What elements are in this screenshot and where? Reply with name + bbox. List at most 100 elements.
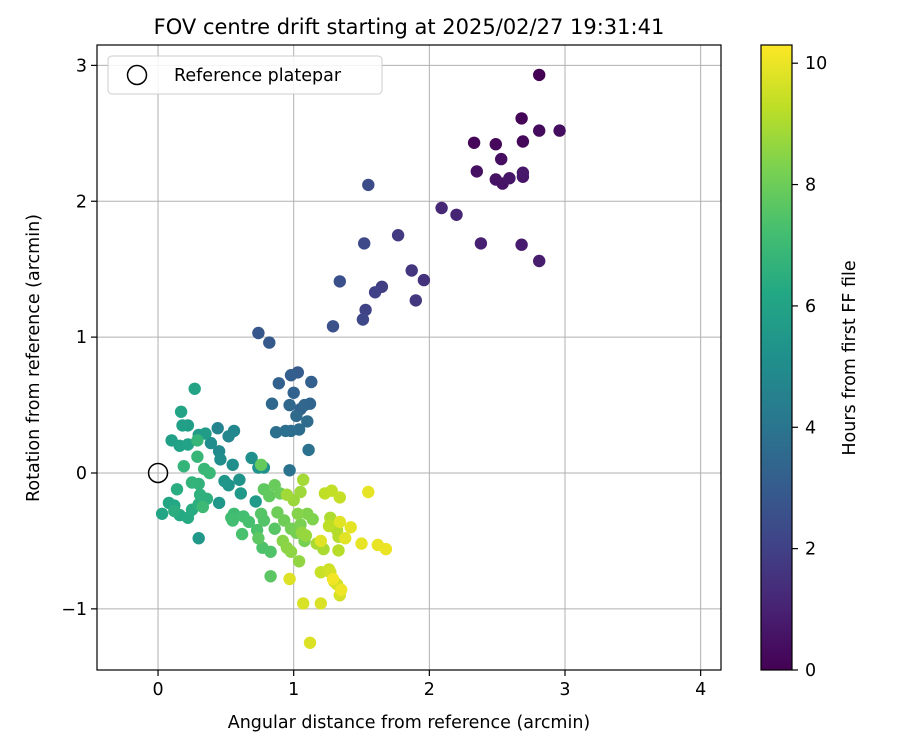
data-point	[533, 254, 546, 268]
y-tick-label: −1	[61, 600, 87, 620]
data-point	[283, 464, 296, 477]
data-point	[284, 545, 298, 558]
data-point	[168, 504, 181, 518]
data-point	[470, 165, 483, 178]
data-point	[332, 544, 345, 557]
data-point	[265, 397, 279, 410]
colorbar: 0 2 4 6 8 10 Hours from first FF file	[760, 44, 860, 681]
data-point	[322, 519, 336, 533]
x-tick-label: 2	[424, 680, 435, 700]
data-point	[271, 506, 284, 519]
data-point	[553, 124, 566, 137]
data-point	[533, 124, 546, 137]
data-point	[199, 427, 212, 440]
data-point	[314, 534, 327, 548]
data-point	[474, 237, 488, 250]
legend-open-circle-icon	[126, 64, 148, 86]
data-point	[467, 136, 481, 149]
data-point	[326, 572, 340, 586]
data-point	[368, 286, 382, 299]
data-point	[204, 436, 218, 450]
chart-title: FOV centre drift starting at 2025/02/27 …	[154, 15, 665, 39]
data-point	[193, 488, 207, 501]
data-point	[495, 152, 508, 166]
data-point	[298, 398, 311, 412]
colorbar-ticks: 0 2 4 6 8 10	[792, 54, 827, 681]
data-point	[405, 264, 418, 277]
data-point	[333, 515, 346, 529]
colorbar-gradient	[760, 44, 793, 671]
data-point	[177, 460, 190, 473]
data-point	[287, 386, 300, 399]
data-point	[299, 529, 313, 542]
data-point	[450, 208, 463, 221]
colorbar-label: Hours from first FF file	[840, 260, 860, 455]
x-axis-label: Angular distance from reference (arcmin)	[228, 713, 591, 733]
data-point	[211, 422, 224, 435]
data-point	[359, 303, 372, 317]
data-points	[155, 68, 566, 649]
x-tick-label: 0	[152, 680, 163, 700]
data-point	[155, 507, 169, 520]
data-point	[242, 515, 256, 529]
data-point	[272, 377, 285, 390]
data-point	[174, 405, 188, 418]
data-point	[227, 424, 241, 438]
colorbar-tick-label: 8	[805, 176, 816, 196]
y-axis-ticks: −1 0 1 2 3	[61, 56, 97, 620]
data-point	[218, 474, 231, 488]
data-point	[249, 495, 262, 508]
data-point	[489, 138, 502, 151]
data-point	[301, 507, 314, 520]
y-axis-label: Rotation from reference (arcmin)	[24, 214, 44, 502]
y-tick-label: 2	[76, 192, 87, 212]
data-point	[516, 166, 530, 179]
grid-lines	[97, 45, 721, 670]
data-point	[252, 326, 265, 340]
data-point	[503, 172, 516, 185]
data-point	[268, 522, 281, 535]
data-point	[176, 419, 189, 432]
data-point	[235, 527, 249, 541]
data-point	[294, 485, 307, 499]
data-point	[226, 514, 239, 527]
data-point	[191, 434, 204, 447]
colorbar-tick-label: 2	[805, 540, 816, 560]
data-point	[284, 369, 298, 382]
data-point	[263, 489, 276, 503]
y-tick-label: 1	[76, 328, 87, 348]
data-point	[391, 229, 405, 242]
data-point	[303, 636, 317, 649]
data-point	[305, 375, 318, 389]
colorbar-tick-label: 0	[805, 661, 816, 681]
data-point	[170, 483, 184, 496]
data-point	[314, 597, 327, 610]
data-point	[254, 507, 268, 520]
data-point	[297, 597, 310, 610]
data-point	[245, 451, 258, 465]
x-tick-label: 3	[559, 680, 570, 700]
data-point	[280, 488, 294, 501]
data-point	[234, 487, 247, 500]
data-point	[355, 537, 368, 550]
x-axis-ticks: 0 1 2 3 4	[152, 670, 706, 700]
data-point	[226, 458, 239, 471]
data-point	[196, 500, 209, 514]
data-point	[283, 572, 296, 586]
data-point	[291, 507, 304, 520]
colorbar-tick-label: 6	[805, 297, 816, 317]
x-tick-label: 1	[288, 680, 299, 700]
data-point	[417, 273, 431, 287]
data-point	[181, 438, 195, 451]
data-point	[212, 496, 226, 510]
data-point	[263, 336, 276, 349]
data-point	[278, 514, 291, 527]
y-tick-label: 0	[76, 464, 87, 484]
data-point	[362, 485, 375, 499]
data-point	[515, 238, 528, 251]
legend-box	[107, 55, 383, 95]
data-point	[358, 237, 371, 250]
data-point	[264, 570, 277, 583]
